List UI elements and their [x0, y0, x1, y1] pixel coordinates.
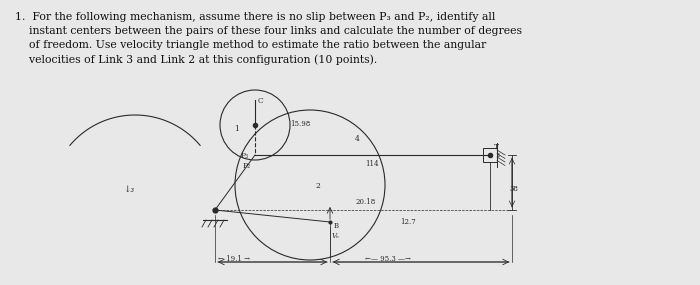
Text: 12.7: 12.7 [400, 218, 416, 226]
Text: velocities of Link 3 and Link 2 at this configuration (10 points).: velocities of Link 3 and Link 2 at this … [15, 54, 377, 65]
Text: P₂: P₂ [243, 162, 251, 170]
Text: 1: 1 [496, 153, 500, 158]
Text: 1: 1 [234, 125, 239, 133]
Text: 114: 114 [365, 160, 379, 168]
Text: ←— 95.3 —→: ←— 95.3 —→ [365, 255, 411, 263]
Text: P₃: P₃ [241, 152, 249, 160]
Text: 15.98: 15.98 [290, 120, 310, 128]
Text: 4: 4 [355, 135, 360, 143]
Text: 1.  For the following mechanism, assume there is no slip between P₃ and P₂, iden: 1. For the following mechanism, assume t… [15, 12, 496, 22]
Text: B: B [334, 222, 339, 230]
Text: ← 19.1 →: ← 19.1 → [218, 255, 250, 263]
Text: 2: 2 [315, 182, 320, 190]
Text: ↓₃: ↓₃ [123, 185, 134, 194]
Bar [483, 148, 497, 162]
Text: C: C [258, 97, 264, 105]
Text: 38: 38 [510, 185, 519, 193]
Text: T: T [494, 143, 499, 151]
Text: of freedom. Use velocity triangle method to estimate the ratio between the angul: of freedom. Use velocity triangle method… [15, 40, 486, 50]
Text: Vₕ: Vₕ [332, 232, 340, 240]
Text: instant centers between the pairs of these four links and calculate the number o: instant centers between the pairs of the… [15, 26, 522, 36]
Text: 20.18: 20.18 [355, 198, 375, 206]
